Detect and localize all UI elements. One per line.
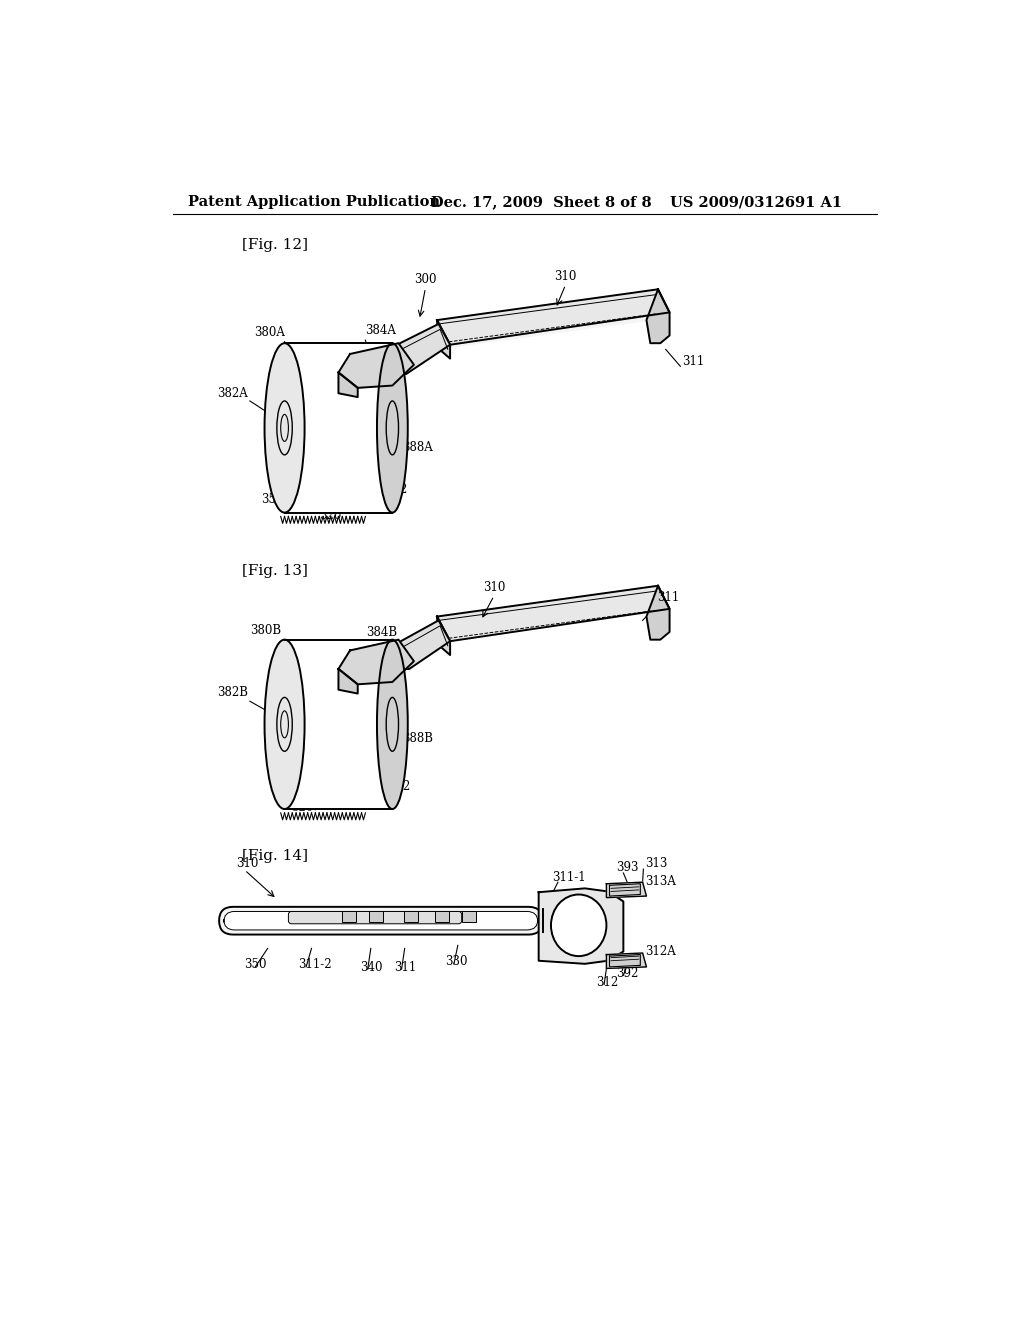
Text: 311: 311	[657, 591, 680, 605]
Polygon shape	[377, 323, 451, 376]
Polygon shape	[339, 669, 357, 693]
Polygon shape	[437, 616, 451, 655]
Text: 388B: 388B	[402, 733, 433, 744]
FancyBboxPatch shape	[219, 907, 543, 935]
Text: 311: 311	[394, 961, 416, 974]
Text: 320: 320	[319, 508, 342, 521]
Text: 325: 325	[335, 793, 357, 807]
Text: [Fig. 12]: [Fig. 12]	[243, 239, 308, 252]
Polygon shape	[339, 640, 414, 684]
Ellipse shape	[377, 640, 408, 809]
Text: US 2009/0312691 A1: US 2009/0312691 A1	[670, 195, 842, 210]
Polygon shape	[437, 289, 670, 345]
Text: Dec. 17, 2009  Sheet 8 of 8: Dec. 17, 2009 Sheet 8 of 8	[431, 195, 651, 210]
Text: 310: 310	[237, 857, 258, 870]
Text: 380B: 380B	[250, 624, 282, 638]
Polygon shape	[285, 343, 392, 512]
Polygon shape	[377, 620, 451, 671]
Text: 382B: 382B	[217, 686, 249, 698]
Text: 352: 352	[261, 494, 283, 507]
Text: 384A: 384A	[366, 323, 396, 337]
Text: 310: 310	[554, 271, 577, 282]
Text: 312: 312	[596, 977, 618, 989]
Text: 313A: 313A	[645, 875, 676, 888]
Text: Patent Application Publication: Patent Application Publication	[188, 195, 440, 210]
Text: 311-2: 311-2	[298, 958, 332, 972]
Polygon shape	[437, 586, 670, 642]
Text: 320: 320	[292, 801, 313, 814]
Text: 311: 311	[682, 355, 705, 368]
Polygon shape	[606, 953, 646, 969]
Text: 313: 313	[645, 857, 668, 870]
Text: 393: 393	[615, 861, 638, 874]
Text: 330: 330	[444, 956, 467, 969]
Text: [Fig. 13]: [Fig. 13]	[243, 564, 308, 578]
Polygon shape	[339, 343, 414, 388]
Polygon shape	[339, 372, 357, 397]
Bar	[435, 911, 449, 923]
Text: 380A: 380A	[254, 326, 285, 338]
Polygon shape	[285, 640, 392, 809]
Polygon shape	[539, 888, 624, 964]
Ellipse shape	[264, 640, 304, 809]
Polygon shape	[646, 586, 670, 640]
Text: 310: 310	[482, 581, 505, 594]
FancyBboxPatch shape	[289, 911, 462, 924]
Text: 312A: 312A	[645, 945, 676, 957]
Text: 384B: 384B	[367, 626, 397, 639]
Ellipse shape	[377, 343, 408, 512]
Text: 382A: 382A	[218, 387, 249, 400]
Bar	[462, 911, 475, 923]
Bar	[403, 911, 418, 923]
Ellipse shape	[551, 895, 606, 956]
FancyBboxPatch shape	[223, 911, 538, 929]
Polygon shape	[646, 289, 670, 343]
Text: 312: 312	[385, 483, 407, 496]
Polygon shape	[437, 321, 451, 359]
Text: 392: 392	[615, 968, 638, 979]
Bar	[370, 911, 383, 923]
Polygon shape	[437, 293, 660, 348]
Text: 388A: 388A	[402, 441, 433, 454]
Text: [Fig. 14]: [Fig. 14]	[243, 849, 308, 863]
Text: 350: 350	[245, 958, 267, 972]
Ellipse shape	[264, 343, 304, 512]
Polygon shape	[609, 954, 640, 966]
Text: 300: 300	[415, 273, 436, 286]
Polygon shape	[609, 884, 640, 896]
Text: 311-1: 311-1	[553, 871, 586, 883]
Polygon shape	[606, 882, 646, 898]
Bar	[342, 911, 356, 923]
Text: 340: 340	[360, 961, 383, 974]
Text: 312: 312	[388, 780, 410, 793]
